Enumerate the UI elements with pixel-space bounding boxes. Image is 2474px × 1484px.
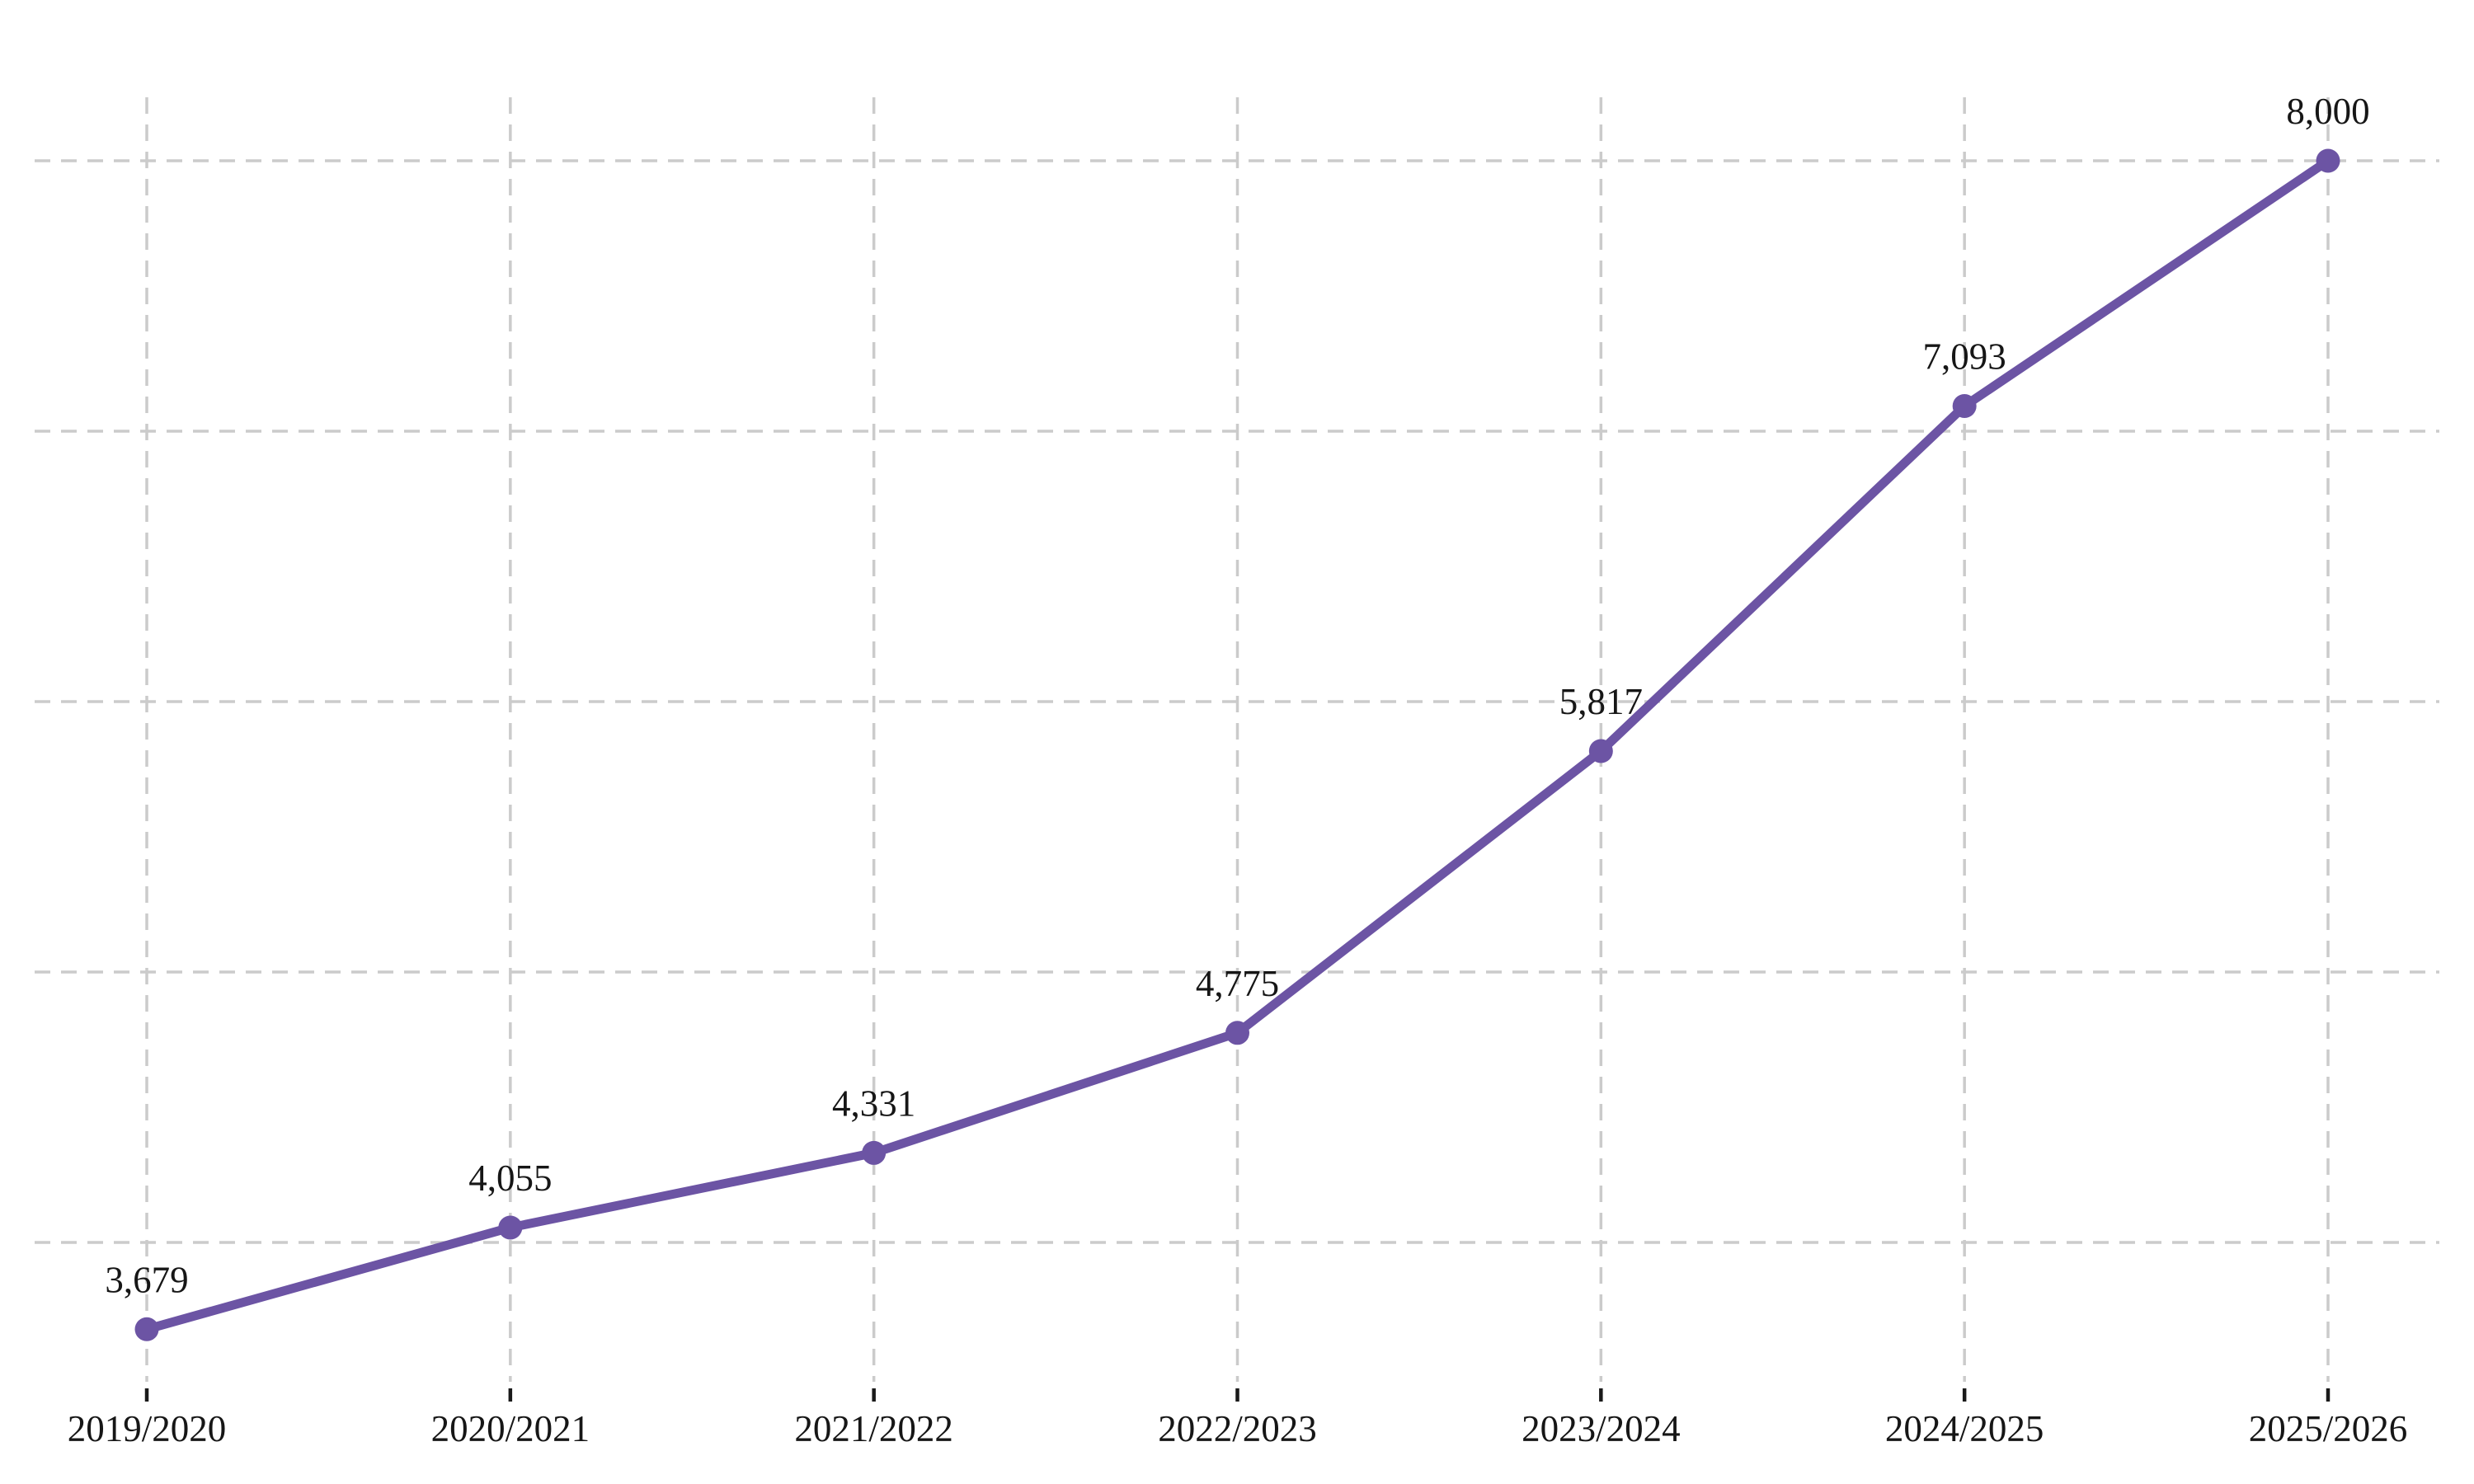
- data-point-label: 4,331: [832, 1082, 915, 1124]
- data-point-label: 7,093: [1923, 336, 2006, 377]
- data-point-label: 8,000: [2286, 91, 2369, 132]
- data-point-marker: [1952, 393, 1977, 418]
- data-point-marker: [498, 1215, 523, 1240]
- data-point-label: 5,817: [1559, 681, 1643, 722]
- data-point-label: 3,679: [105, 1259, 188, 1300]
- data-point-marker: [862, 1140, 887, 1165]
- data-point-marker: [1225, 1021, 1249, 1045]
- x-axis-label: 2025/2026: [2249, 1408, 2408, 1449]
- data-point-label: 4,775: [1196, 963, 1279, 1004]
- x-axis-label: 2021/2022: [794, 1408, 953, 1449]
- data-point-marker: [134, 1317, 159, 1341]
- x-axis-label: 2019/2020: [68, 1408, 227, 1449]
- data-point-marker: [2316, 148, 2340, 173]
- data-point-marker: [1588, 739, 1613, 763]
- x-axis-label: 2022/2023: [1158, 1408, 1317, 1449]
- x-axis-label: 2023/2024: [1522, 1408, 1681, 1449]
- x-axis-label: 2020/2021: [431, 1408, 590, 1449]
- x-axis-label: 2024/2025: [1885, 1408, 2044, 1449]
- data-point-label: 4,055: [468, 1158, 552, 1199]
